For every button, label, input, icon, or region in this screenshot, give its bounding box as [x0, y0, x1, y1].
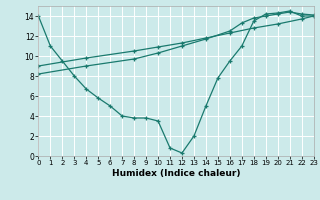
X-axis label: Humidex (Indice chaleur): Humidex (Indice chaleur) — [112, 169, 240, 178]
